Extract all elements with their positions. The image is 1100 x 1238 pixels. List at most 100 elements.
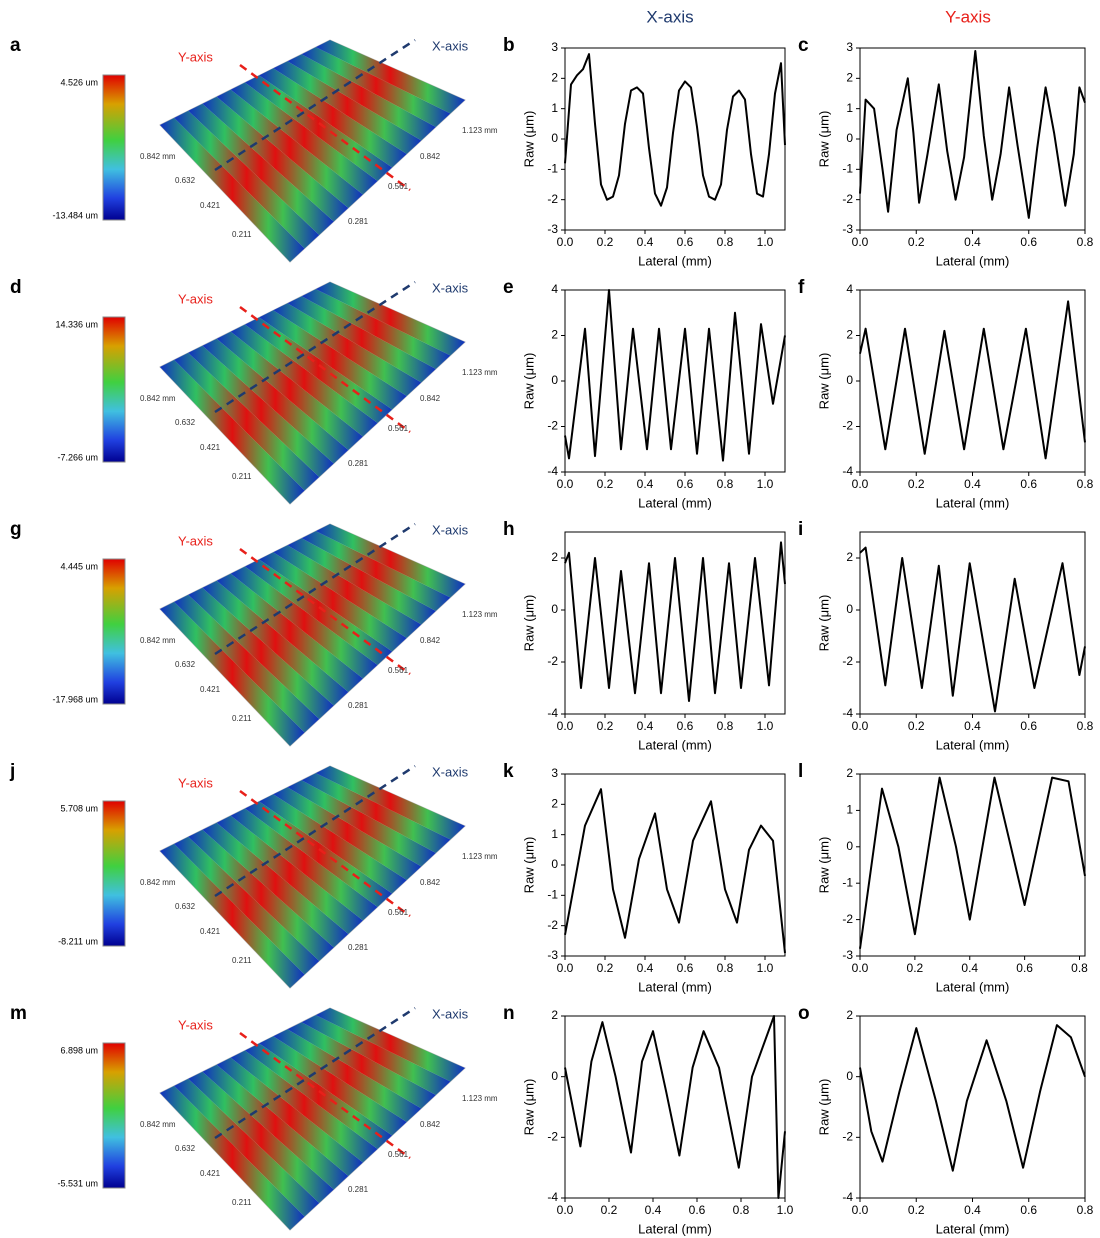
y-tick-label: 1 — [846, 101, 853, 115]
x-axis-label: Lateral (mm) — [936, 495, 1010, 510]
y-tick-label: 0 — [846, 373, 853, 387]
y-axis-label: Raw (μm) — [521, 595, 536, 652]
panel-letter: h — [503, 519, 515, 540]
y-tick-label: -2 — [547, 192, 558, 206]
x-tick-label: 0.6 — [1020, 1203, 1037, 1217]
surface-axis-label: 0.842 mm — [140, 636, 176, 645]
y-axis-label: Raw (μm) — [521, 837, 536, 894]
y-axis-guide — [239, 1031, 411, 1160]
y-tick-label: 3 — [551, 766, 558, 780]
profile-line — [564, 541, 786, 702]
panel-letter: b — [503, 35, 515, 56]
plot-frame — [564, 289, 786, 473]
plot-frame — [564, 773, 786, 957]
x-tick-label: 0.6 — [1020, 719, 1037, 733]
plot-frame — [564, 531, 786, 715]
surface-axis-label: 0.421 — [200, 443, 221, 452]
y-tick-label: 1 — [551, 101, 558, 115]
y-tick-label: -2 — [842, 192, 853, 206]
surface-ridge — [245, 559, 393, 665]
x-tick-label: 0.8 — [1077, 235, 1094, 249]
x-tick-label: 0.2 — [597, 719, 614, 733]
column-header: Y-axis — [945, 7, 991, 26]
x-axis-guide — [214, 764, 416, 898]
plot-frame — [564, 1015, 786, 1199]
surface-ridge — [315, 40, 465, 114]
x-axis-label: Lateral (mm) — [638, 979, 712, 994]
y-tick-label: 0 — [846, 839, 853, 853]
x-tick-label: 0.2 — [601, 1203, 618, 1217]
surface-ridge — [202, 338, 349, 464]
colorbar-label: 6.898 um — [60, 1045, 98, 1055]
plot-frame — [859, 773, 1086, 957]
y-tick-label: 2 — [551, 328, 558, 342]
surface-ridge — [230, 1050, 378, 1163]
surface-ridge — [188, 587, 334, 719]
surface-ridge — [287, 54, 436, 141]
y-axis-label: Raw (μm) — [816, 837, 831, 894]
y-tick-label: -1 — [842, 875, 853, 889]
surface-axis-label: 0.211 — [232, 714, 252, 723]
x-tick-label: 0.8 — [1077, 477, 1094, 491]
x-tick-label: 0.6 — [677, 961, 694, 975]
y-tick-label: 2 — [551, 71, 558, 85]
x-tick-label: 0.0 — [852, 1203, 869, 1217]
surface-ridge — [273, 545, 422, 638]
surface-ridge — [287, 296, 436, 383]
surface-ridge — [259, 794, 407, 894]
surface-ridge — [202, 96, 349, 222]
y-tick-label: 0 — [846, 602, 853, 616]
x-tick-label: 0.4 — [637, 961, 654, 975]
surface-axis-label: 0.632 — [175, 176, 196, 185]
surface-ridge — [216, 1057, 363, 1176]
y-tick-label: 0 — [551, 857, 558, 871]
y-tick-label: -4 — [547, 1190, 558, 1204]
surface-ridge — [188, 1071, 334, 1203]
x-tick-label: 0.2 — [908, 1203, 925, 1217]
colorbar — [102, 316, 126, 463]
surface-ridge — [301, 773, 451, 853]
y-tick-label: 3 — [551, 40, 558, 54]
y-axis-label: Raw (μm) — [816, 353, 831, 410]
x-tick-label: 0.4 — [964, 1203, 981, 1217]
column-header: X-axis — [646, 7, 693, 26]
y-axis-label: Raw (μm) — [521, 1079, 536, 1136]
axis-annotation: X-axis — [432, 522, 469, 537]
surface-ridge — [273, 787, 422, 880]
surface-axis-label: 0.211 — [232, 472, 252, 481]
x-tick-label: 0.4 — [964, 235, 981, 249]
y-tick-label: -4 — [842, 464, 853, 478]
colorbar-label: 5.708 um — [60, 803, 98, 813]
surface-ridge — [160, 1085, 305, 1230]
x-tick-label: 0.8 — [717, 235, 734, 249]
y-tick-label: -4 — [842, 706, 853, 720]
x-tick-label: 0.2 — [908, 477, 925, 491]
colorbar — [102, 74, 126, 221]
profile-line — [859, 1024, 1086, 1172]
axis-annotation: Y-axis — [178, 1017, 213, 1032]
surface-axis-label: 0.842 — [420, 394, 441, 403]
axis-annotation: X-axis — [432, 764, 469, 779]
colorbar — [102, 558, 126, 705]
surface-ridge — [259, 1036, 407, 1136]
y-tick-label: -3 — [547, 222, 558, 236]
y-tick-label: 1 — [846, 803, 853, 817]
surface-axis-label: 0.281 — [348, 1185, 369, 1194]
y-tick-label: 4 — [551, 282, 558, 296]
surface-axis-label: 0.842 — [420, 636, 441, 645]
surface-ridge — [216, 815, 363, 934]
surface-ridge — [245, 801, 393, 907]
x-tick-label: 0.8 — [717, 719, 734, 733]
x-tick-label: 0.6 — [689, 1203, 706, 1217]
surface-axis-label: 0.842 mm — [140, 878, 176, 887]
y-axis-label: Raw (μm) — [521, 111, 536, 168]
y-tick-label: -3 — [842, 948, 853, 962]
surface-ridge — [259, 310, 407, 410]
x-tick-label: 0.2 — [597, 477, 614, 491]
profile-line — [859, 300, 1086, 460]
x-axis-guide — [214, 522, 416, 656]
axis-annotation: Y-axis — [178, 533, 213, 548]
panel-letter: l — [798, 761, 803, 782]
y-axis-guide — [239, 547, 411, 676]
surface-ridge — [230, 808, 378, 921]
